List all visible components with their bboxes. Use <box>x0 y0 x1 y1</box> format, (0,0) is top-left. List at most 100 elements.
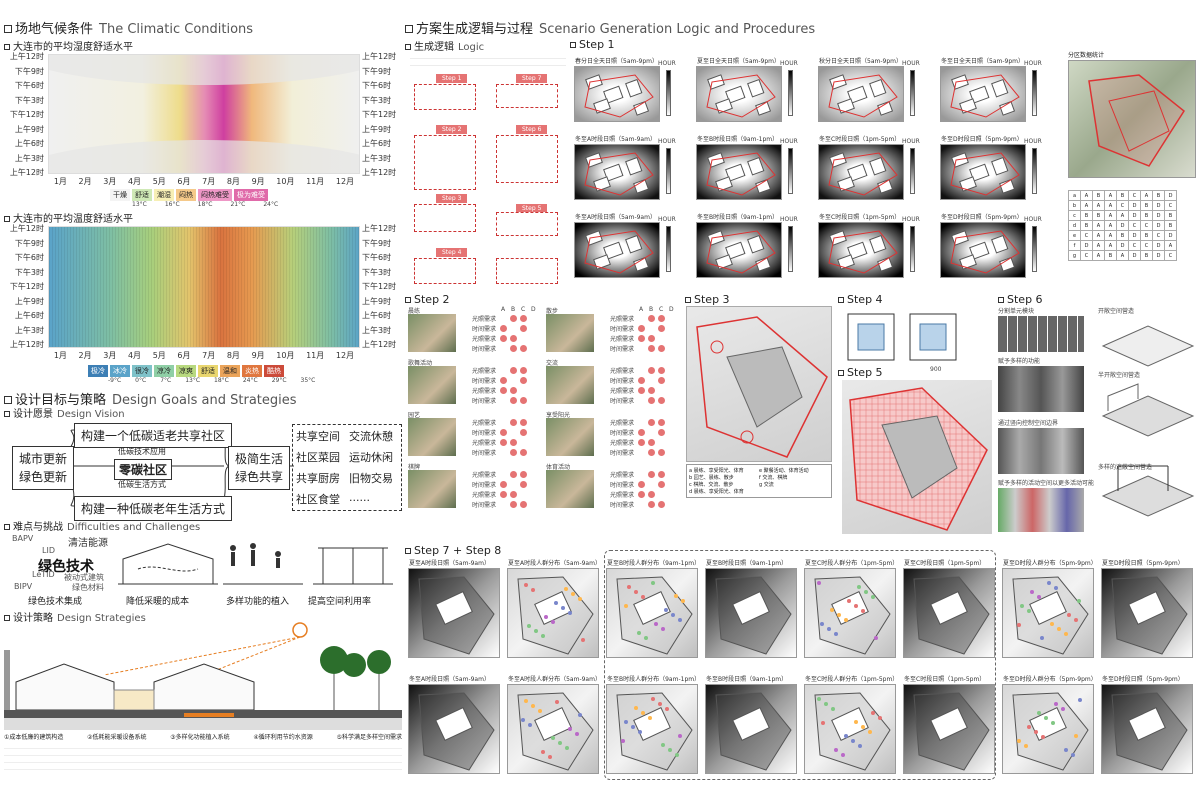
step78-dashed-panel <box>604 550 996 780</box>
goals-title: 设计目标与策略 Design Goals and Strategies <box>4 389 297 408</box>
thumbnail-caption: 夏至A时段人群分布（5am-9am） <box>508 560 601 567</box>
flow-box <box>414 84 476 110</box>
flow-box <box>414 204 476 232</box>
thumbnail-caption: 夏至D时段人群分布（5pm-9pm） <box>1003 560 1097 567</box>
month-label: 1月 <box>53 177 67 186</box>
step6-grid-3 <box>998 428 1084 474</box>
requirement-label: 光照需求 <box>472 316 497 323</box>
step2-title: Step 2 <box>405 293 450 306</box>
colorbar-label: HOUR <box>1024 60 1042 67</box>
activity-label: 歌舞活动 <box>408 360 433 367</box>
legend-temp: 7°C <box>160 377 172 384</box>
strategy-text-block <box>4 742 402 776</box>
site-outline <box>913 576 990 655</box>
requirement-dot <box>500 377 507 384</box>
requirement-label: 光照需求 <box>610 492 635 499</box>
stats-cell: D <box>1152 220 1165 231</box>
requirement-label: 时间需求 <box>472 346 497 353</box>
step6-label: 通过竖向控制空间边界 <box>998 420 1059 427</box>
requirement-label: 时间需求 <box>472 326 497 333</box>
vision-right-item: 旧物交易 <box>349 472 393 485</box>
humidity-hour-axis-right: 上午12时 下午9时 下午6时 下午3时 下午12时 上午9时 上午6时 上午3… <box>362 50 402 181</box>
thumbnail-caption: 冬至C时段日照（1pm-5pm） <box>819 214 901 221</box>
requirement-dot <box>510 491 517 498</box>
legend-item: 凉爽 <box>176 365 196 377</box>
requirement-dot <box>658 377 665 384</box>
strategy-col-title: ⑤科学满足多样空间需求 <box>336 734 402 741</box>
stats-cell: A <box>1092 200 1105 211</box>
matrix-column-header: C <box>521 306 526 313</box>
stats-cell: A <box>1164 240 1177 251</box>
step3-legend: a 晨练、享受阳光、体育 e 聚餐活动、体育活动 b 园艺、晨练、散步 f 交流… <box>686 464 832 498</box>
crowd-distribution-map: 冬至D时段人群分布（5pm-9pm） <box>1002 676 1097 774</box>
thumbnail-caption: 夏至日全天日照（5am-9pm） <box>697 58 780 65</box>
stats-cell: D <box>1128 230 1141 241</box>
requirement-label: 光照需求 <box>472 440 497 447</box>
site-outline <box>517 692 594 771</box>
building-footprints <box>950 74 1020 118</box>
site-outline <box>715 692 792 771</box>
thumbnail-caption: 冬至B时段日照（9am-1pm） <box>697 214 779 221</box>
stats-cell: C <box>1128 190 1141 201</box>
month-label: 7月 <box>202 177 216 186</box>
crowd-distribution-map: 冬至A时段人群分布（5am-9am） <box>507 676 601 774</box>
requirement-label: 时间需求 <box>472 398 497 405</box>
month-label: 10月 <box>276 177 295 186</box>
activity-photo <box>546 366 594 404</box>
activity-photo <box>546 418 594 456</box>
vision-left-box: 城市更新 绿色更新 <box>12 446 75 490</box>
month-label: 11月 <box>306 177 325 186</box>
stats-cell: e <box>1068 230 1081 241</box>
requirement-dot <box>510 439 517 446</box>
requirement-dot <box>510 397 517 404</box>
thumbnail-caption: 冬至C时段人群分布（1pm-5pm） <box>805 676 899 683</box>
legend-temp: -9°C <box>108 377 122 384</box>
stats-cell: D <box>1128 210 1141 221</box>
requirement-dot <box>658 345 665 352</box>
stats-cell: D <box>1128 250 1141 261</box>
requirement-dot <box>648 315 655 322</box>
sunlight-map: 夏至B时段日照（9am-1pm） <box>705 560 797 658</box>
building-footprints <box>828 152 898 196</box>
vision-left-item: 城市更新 <box>19 452 68 466</box>
vision-left-item: 绿色更新 <box>19 470 68 484</box>
month-label: 8月 <box>226 351 240 360</box>
humidity-title: 大连市的平均湿度舒适水平 <box>4 38 133 53</box>
requirement-label: 时间需求 <box>472 450 497 457</box>
activity-label: 享受阳光 <box>546 412 571 419</box>
requirement-dot <box>648 491 655 498</box>
activity-label: 体育活动 <box>546 464 571 471</box>
step3-site-plan <box>686 306 832 462</box>
requirement-dot <box>638 429 645 436</box>
month-label: 10月 <box>276 351 295 360</box>
requirement-dot <box>638 387 645 394</box>
humidity-month-axis: 1月 2月 3月 4月 5月 6月 7月 8月 9月 10月 11月 12月 <box>48 176 360 187</box>
temp-legend: 极冷 冰冷 很冷 凉冷 凉爽 舒适 温和 炎热 酷热 <box>88 365 284 377</box>
stats-cell: C <box>1152 230 1165 241</box>
requirement-label: 时间需求 <box>610 502 635 509</box>
crowd-distribution-map: 夏至A时段人群分布（5am-9am） <box>507 560 601 658</box>
stats-cell: A <box>1092 250 1105 261</box>
legend-item: 潮湿 <box>154 189 174 201</box>
flow-box <box>414 258 476 284</box>
stats-cell: B <box>1140 200 1153 211</box>
tech-word: BIPV <box>14 582 33 591</box>
colorbar-label: HOUR <box>658 60 676 67</box>
stats-cell: B <box>1140 210 1153 221</box>
requirement-label: 时间需求 <box>610 378 635 385</box>
sunlight-map: 冬至D时段日照（5pm-9pm） <box>1101 676 1193 774</box>
stats-cell: A <box>1116 210 1129 221</box>
stats-cell: D <box>1164 230 1177 241</box>
requirement-dot <box>658 449 665 456</box>
step6-grid-1 <box>998 316 1084 352</box>
hour-colorbar <box>910 148 915 194</box>
requirement-dot <box>510 335 517 342</box>
month-label: 12月 <box>335 351 355 360</box>
site-outline <box>913 692 990 771</box>
site-outline <box>517 576 594 655</box>
requirement-label: 光照需求 <box>472 368 497 375</box>
vision-right-item: 共享厨房 <box>296 472 340 485</box>
hour-colorbar <box>666 148 671 194</box>
activity-label: 园艺 <box>408 412 421 419</box>
